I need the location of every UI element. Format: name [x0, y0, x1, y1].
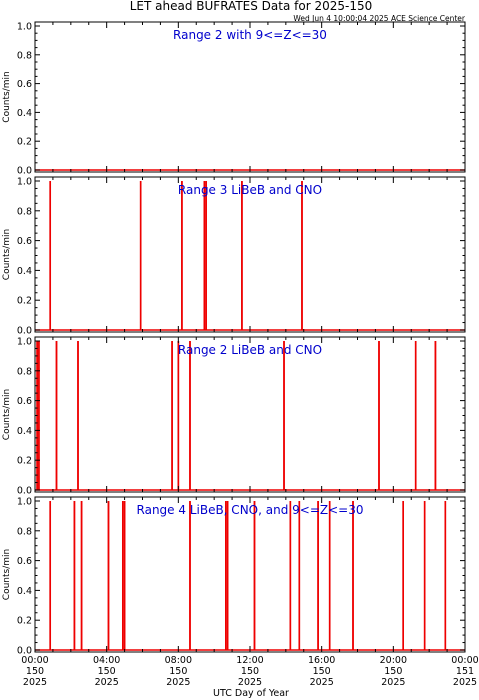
y-tick-label: 0.2	[17, 296, 32, 307]
panel-frame	[34, 176, 466, 333]
y-tick-label: 0.6	[17, 79, 32, 90]
y-tick-label: 0.0	[17, 486, 32, 497]
y-tick-label: 0.8	[17, 526, 32, 537]
x-axis-labels: 00:00150202504:00150202508:00150202512:0…	[21, 655, 478, 688]
y-axis-label: Counts/min	[2, 389, 12, 440]
x-tick-day: 150	[98, 666, 116, 677]
y-tick-label: 0.8	[17, 50, 32, 61]
y-tick-label: 0.4	[17, 266, 32, 277]
panels: 0.0 0.2 0.4 0.6 0.8 1.0 Range 2 with 9<=Z<=30 C…	[2, 21, 466, 657]
y-tick-label: 0.0	[17, 646, 32, 657]
y-tick-label: 0.8	[17, 206, 32, 217]
x-tick-time: 04:00	[93, 655, 120, 666]
x-tick-time: 20:00	[380, 655, 407, 666]
panel-frame	[34, 496, 466, 653]
y-tick-label: 0.4	[17, 108, 32, 119]
panel-3: 0.0 0.2 0.4 0.6 0.8 1.0 Range 2 LiBeB and CNO C…	[2, 336, 466, 497]
y-tick-label: 1.0	[17, 497, 32, 508]
x-tick-year: 2025	[95, 677, 119, 688]
y-tick-label: 1.0	[17, 177, 32, 188]
y-tick-label: 0.4	[17, 586, 32, 597]
panel-title: Range 3 LiBeB and CNO	[178, 183, 322, 197]
x-tick-day: 150	[241, 666, 259, 677]
series-line	[35, 501, 465, 651]
y-tick-label: 0.4	[17, 426, 32, 437]
panel-frame	[34, 336, 466, 493]
x-tick-year: 2025	[166, 677, 190, 688]
x-tick-time: 00:00	[21, 655, 48, 666]
y-tick-label: 0.6	[17, 556, 32, 567]
y-axis-label: Counts/min	[2, 229, 12, 280]
panel-4: 0.0 0.2 0.4 0.6 0.8 1.0 Range 4 LiBeB, CNO, an…	[2, 496, 466, 657]
x-tick-year: 2025	[453, 677, 477, 688]
x-tick-day: 150	[26, 666, 44, 677]
y-tick-label: 0.0	[17, 326, 32, 337]
panel-1: 0.0 0.2 0.4 0.6 0.8 1.0 Range 2 with 9<=Z<=30 C…	[2, 21, 466, 177]
panel-frame	[34, 21, 466, 173]
x-tick-day: 151	[456, 666, 474, 677]
x-tick-time: 00:00	[451, 655, 478, 666]
x-tick-time: 12:00	[236, 655, 263, 666]
x-axis-label: UTC Day of Year	[213, 688, 289, 699]
x-tick-time: 16:00	[308, 655, 335, 666]
y-tick-label: 0.2	[17, 137, 32, 148]
panel-title: Range 4 LiBeB, CNO, and 9<=Z<=30	[137, 503, 364, 517]
y-axis-label: Counts/min	[2, 71, 12, 122]
y-tick-label: 1.0	[17, 337, 32, 348]
x-tick-time: 08:00	[165, 655, 192, 666]
panel-title: Range 2 LiBeB and CNO	[178, 343, 322, 357]
series-line	[35, 181, 465, 331]
y-tick-label: 1.0	[17, 22, 32, 33]
y-tick-label: 0.2	[17, 616, 32, 627]
x-tick-year: 2025	[23, 677, 47, 688]
y-tick-label: 0.8	[17, 366, 32, 377]
y-tick-label: 0.6	[17, 236, 32, 247]
panel-title: Range 2 with 9<=Z<=30	[173, 28, 327, 42]
panel-2: 0.0 0.2 0.4 0.6 0.8 1.0 Range 3 LiBeB and CNO C…	[2, 176, 466, 337]
x-tick-year: 2025	[310, 677, 334, 688]
chart-title: LET ahead BUFRATES Data for 2025-150	[130, 0, 372, 13]
x-tick-year: 2025	[238, 677, 262, 688]
series-line	[35, 341, 465, 491]
y-tick-label: 0.2	[17, 456, 32, 467]
y-axis-label: Counts/min	[2, 549, 12, 600]
x-tick-day: 150	[169, 666, 187, 677]
y-tick-label: 0.6	[17, 396, 32, 407]
y-tick-label: 0.0	[17, 166, 32, 177]
x-tick-day: 150	[313, 666, 331, 677]
x-tick-year: 2025	[381, 677, 405, 688]
x-tick-day: 150	[384, 666, 402, 677]
timestamp: Wed Jun 4 10:00:04 2025 ACE Science Cent…	[293, 14, 466, 23]
